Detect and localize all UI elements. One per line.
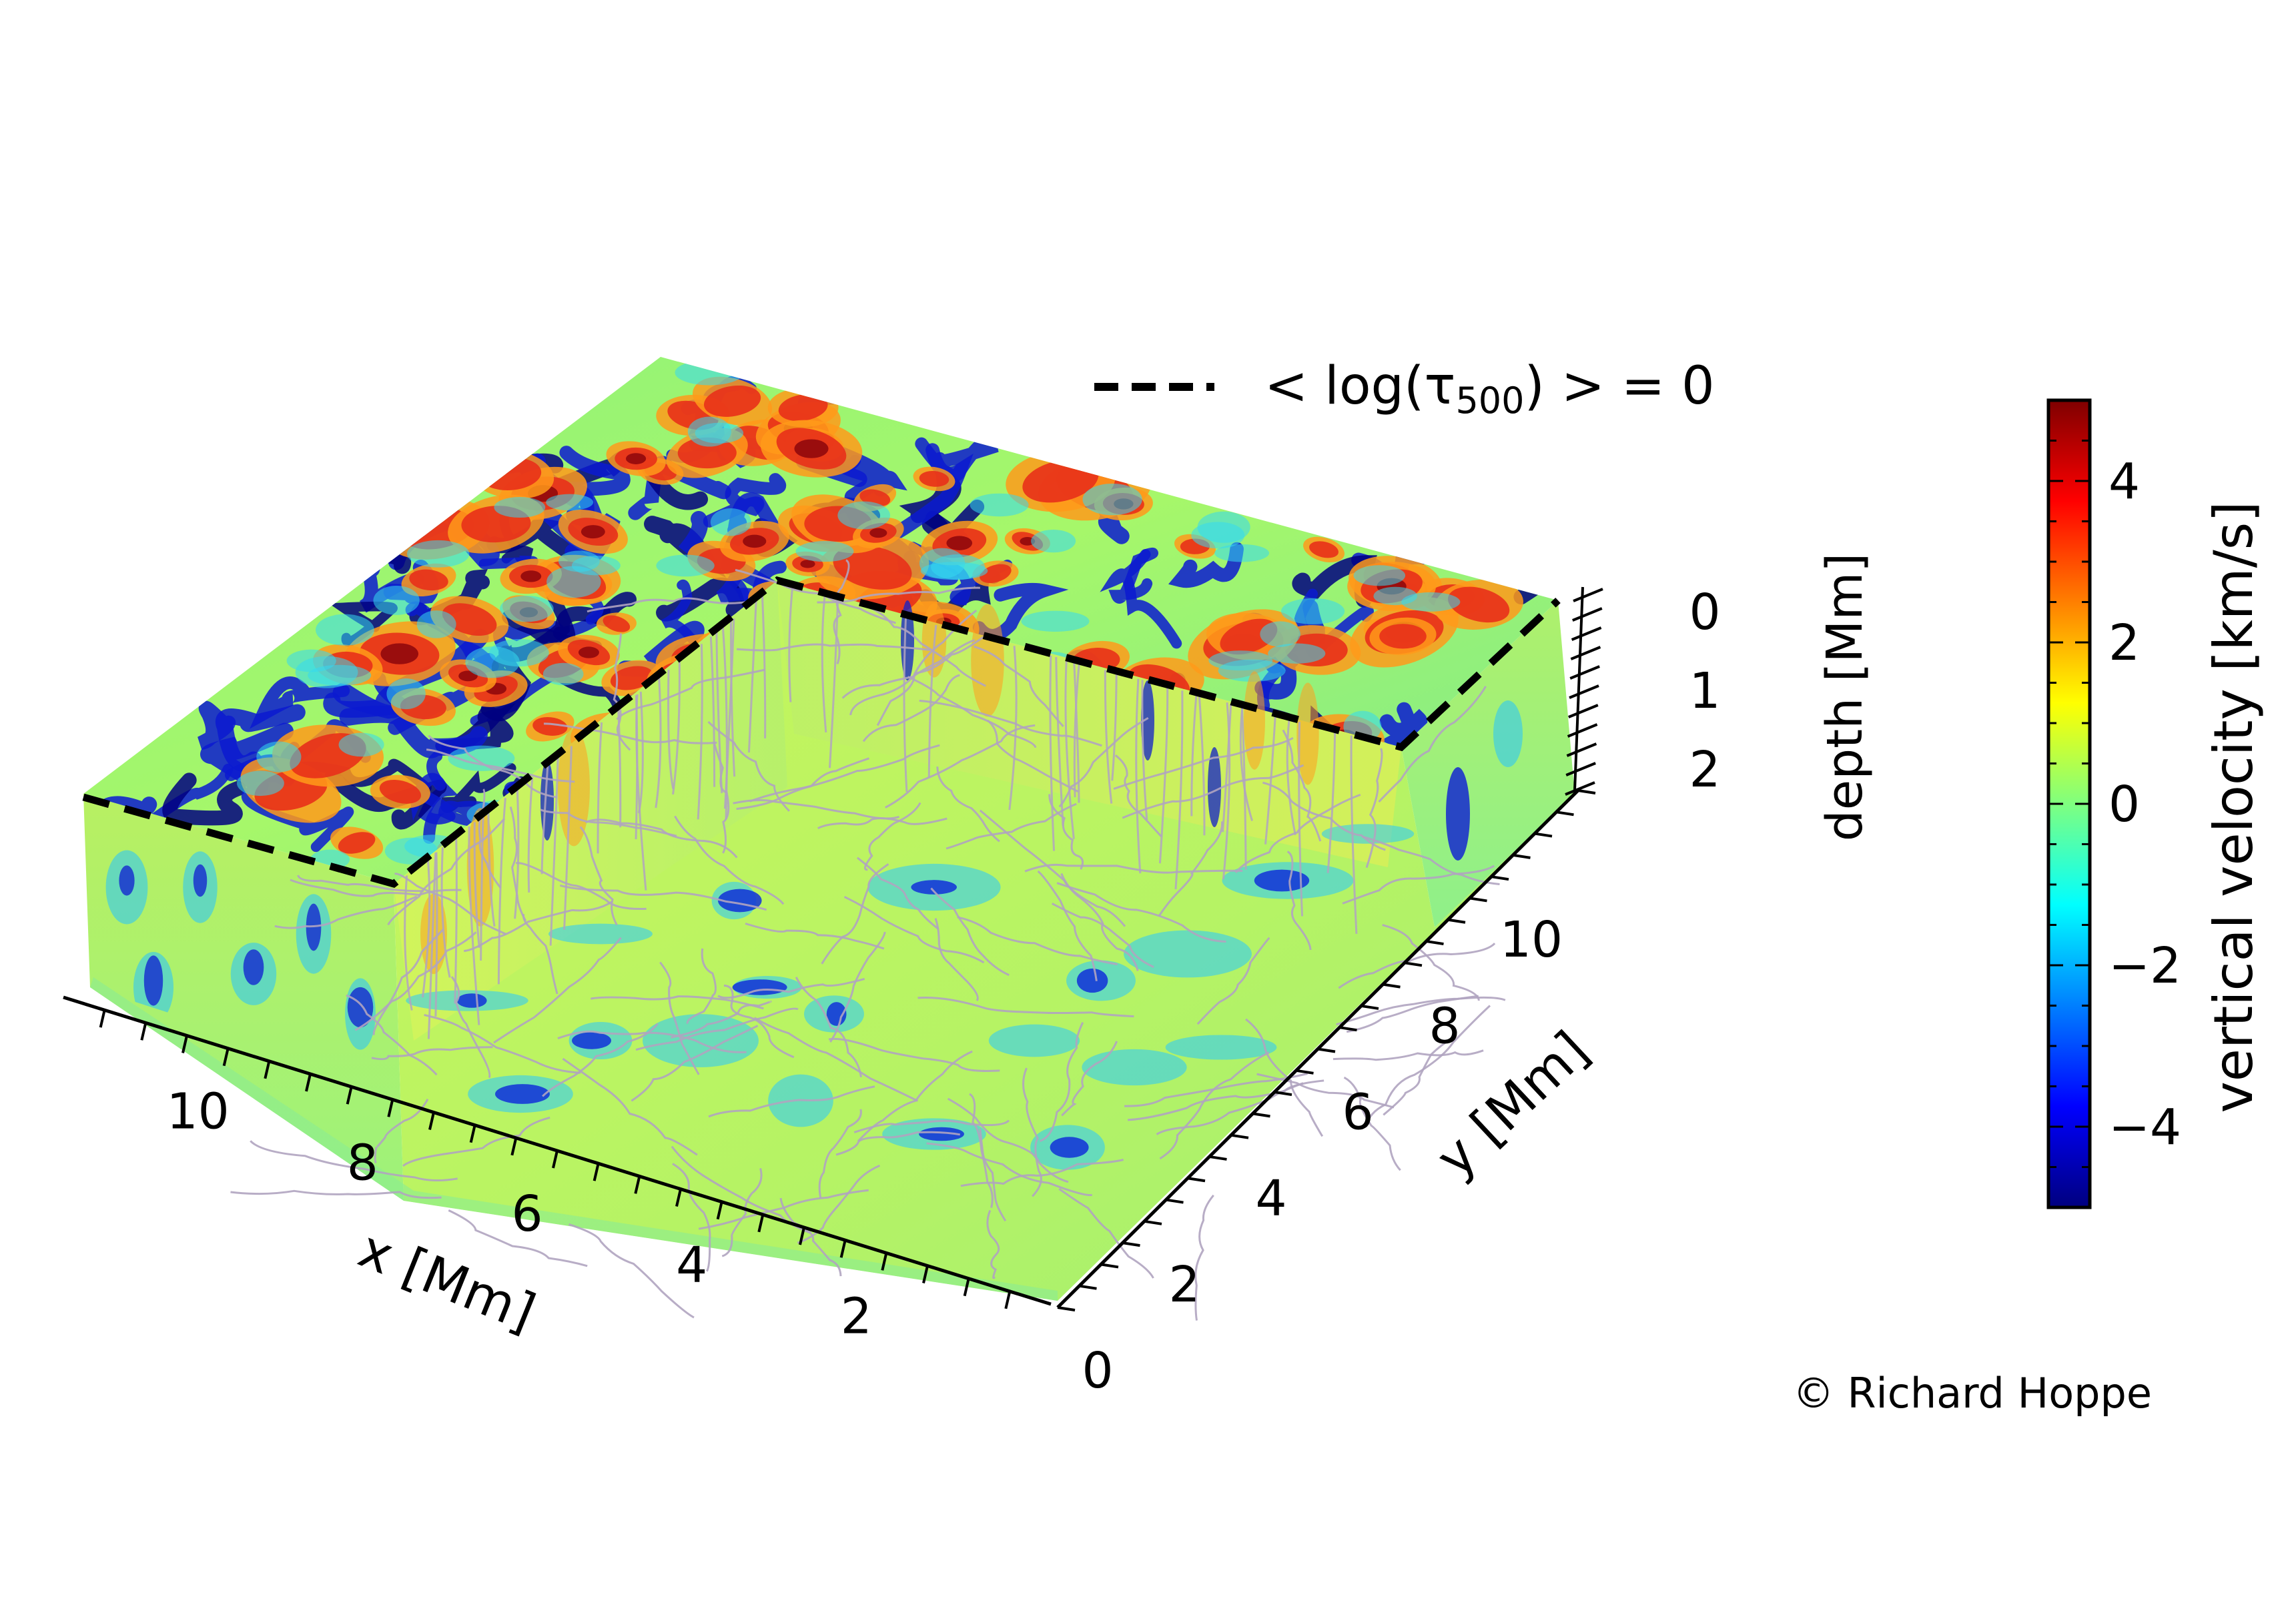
colorbar-tick-label: −2 [2109, 937, 2181, 995]
legend: < log(τ500) > = 0 [1094, 356, 1715, 422]
velocity-streamlines [230, 559, 1506, 1321]
y-axis-tick [1252, 1112, 1270, 1118]
depth-axis: 0 1 2 depth [Mm] [1565, 553, 1874, 842]
y-axis-tick-label: 2 [1168, 1256, 1200, 1313]
y-axis-tick [1057, 1306, 1076, 1311]
depth-axis-line [1573, 586, 1584, 791]
x-axis-tick-label: 4 [676, 1237, 707, 1294]
depth-axis-tick [1568, 704, 1599, 718]
y-axis-tick [1187, 1177, 1206, 1183]
face-cut-wall-left [394, 580, 787, 1041]
y-axis-tick [1079, 1284, 1097, 1290]
depth-axis-tick [1569, 665, 1600, 680]
x-axis-tick [634, 1175, 641, 1194]
y-axis-tick-label: 10 [1500, 911, 1563, 969]
tau-unity-contour [82, 576, 1561, 889]
colorbar-tick-label: 2 [2109, 614, 2140, 672]
depth-axis-tick [1570, 646, 1601, 660]
y-axis-tick [1426, 940, 1444, 946]
y-axis-tick [1383, 983, 1401, 989]
y-axis-tick [1491, 875, 1509, 881]
x-axis-tick [346, 1086, 353, 1105]
depth-axis-tick [1565, 762, 1596, 776]
x-axis-tick [799, 1227, 805, 1245]
solar-convection-cube [82, 357, 1575, 1321]
colorbar-tick-label: 4 [2109, 453, 2140, 510]
y-axis-tick [1404, 961, 1423, 967]
x-axis-tick [1004, 1291, 1012, 1309]
y-axis-tick [1209, 1155, 1227, 1161]
x-axis-tick [222, 1048, 230, 1067]
x-axis-tick [922, 1265, 929, 1283]
x-axis-tick [387, 1099, 394, 1117]
depth-axis-tick [1566, 742, 1597, 757]
y-axis-tick [1230, 1133, 1249, 1139]
x-axis-tick [716, 1201, 723, 1220]
x-axis-tick [469, 1125, 476, 1143]
x-axis-tick-label: 2 [841, 1287, 872, 1345]
x-axis-tick [264, 1061, 271, 1079]
colorbar-tick-label: 0 [2109, 776, 2140, 833]
x-axis-tick [181, 1035, 188, 1053]
x-axis-tick [593, 1163, 600, 1181]
depth-axis-tick [1569, 684, 1599, 699]
colorbar-label: vertical velocity [km/s] [2203, 501, 2265, 1113]
depth-axis-tick [1571, 626, 1602, 641]
y-axis-tick [1166, 1198, 1184, 1204]
face-front-right [1401, 600, 1575, 927]
depth-axis-tick [1573, 588, 1603, 602]
y-axis-tick [1447, 918, 1466, 924]
x-axis-tick [99, 1009, 106, 1028]
y-axis-tick [1274, 1091, 1292, 1097]
y-axis-tick [1361, 1004, 1379, 1010]
x-axis-tick [428, 1112, 435, 1130]
depth-axis-label: depth [Mm] [1816, 553, 1874, 842]
y-axis-tick [1534, 832, 1553, 838]
y-axis-tick [1296, 1069, 1314, 1075]
x-axis-tick-label: 6 [511, 1185, 542, 1243]
x-axis-tick [305, 1073, 312, 1092]
y-axis-tick [1556, 810, 1574, 817]
y-axis-tick [1339, 1026, 1357, 1032]
colorbar: 4 2 0 −2 −4 vertical velocity [km/s] [2046, 398, 2265, 1209]
x-axis-tick [552, 1150, 558, 1169]
copyright-notice: © Richard Hoppe [1793, 1369, 2152, 1418]
y-axis-tick [1100, 1263, 1119, 1269]
y-axis-tick [1122, 1241, 1140, 1247]
colorbar-tick-label: −4 [2109, 1099, 2181, 1156]
x-axis-tick [140, 1022, 147, 1041]
y-axis-tick [1469, 897, 1487, 903]
x-axis-tick-label: 8 [347, 1134, 378, 1191]
x-axis-tick [757, 1214, 765, 1233]
depth-axis-tick-label: 0 [1689, 584, 1720, 641]
y-axis-tick-label: 6 [1342, 1084, 1373, 1141]
x-axis-tick [881, 1252, 888, 1271]
depth-axis-tick-label: 1 [1689, 662, 1720, 720]
x-axis-tick [675, 1189, 682, 1207]
depth-axis-tick [1565, 781, 1595, 796]
x-axis-tick-label: 10 [167, 1083, 230, 1141]
y-axis-tick [1513, 853, 1531, 859]
depth-axis-tick-label: 2 [1689, 741, 1720, 798]
depth-axis-tick [1567, 723, 1598, 738]
legend-label: < log(τ500) > = 0 [1264, 356, 1715, 422]
y-axis-tick-label: 4 [1255, 1170, 1286, 1227]
x-axis-tick [963, 1278, 970, 1297]
x-axis-tick [510, 1137, 518, 1156]
y-axis-tick-label: 0 [1082, 1342, 1113, 1400]
y-axis-tick [1317, 1047, 1336, 1053]
y-axis-tick [1577, 789, 1596, 794]
y-axis-tick [1144, 1219, 1162, 1225]
depth-axis-tick [1572, 607, 1603, 622]
y-axis-tick-label: 8 [1429, 997, 1460, 1055]
x-axis-tick [839, 1239, 847, 1258]
